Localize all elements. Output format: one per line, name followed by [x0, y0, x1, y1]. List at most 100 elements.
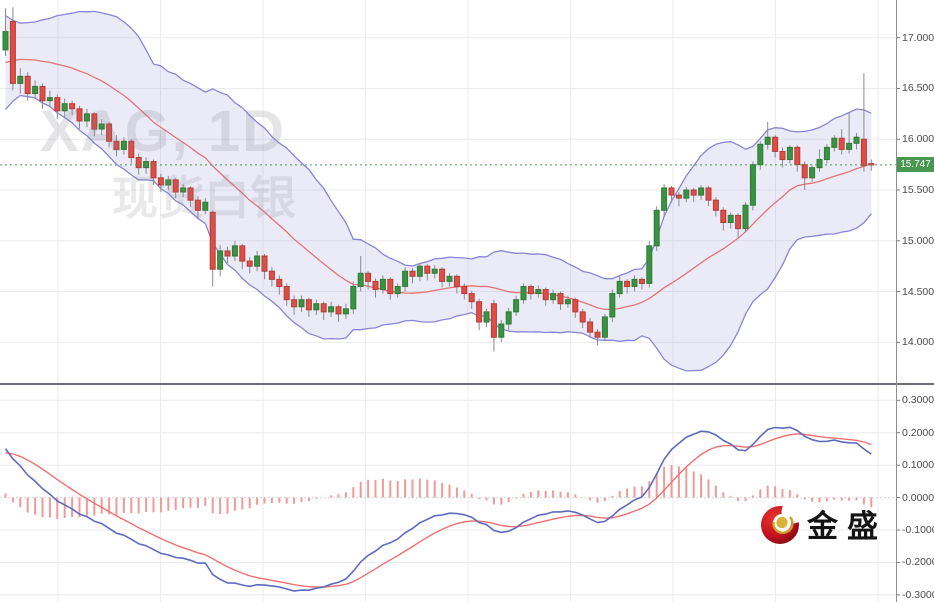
- candle-up: [809, 167, 816, 179]
- candle-down: [187, 187, 194, 201]
- macd-line: [4, 426, 872, 592]
- candle-down: [409, 270, 416, 277]
- candle-down: [276, 278, 283, 287]
- candle-up: [357, 272, 364, 287]
- candle-down: [720, 209, 727, 224]
- macd-panel: [4, 426, 873, 592]
- candle-up: [661, 187, 668, 211]
- candle-up: [823, 146, 830, 161]
- macd-signal-line: [5, 433, 872, 588]
- candle-down: [461, 285, 468, 295]
- candle-down: [712, 199, 719, 211]
- price-axis-label: 16.500: [902, 82, 934, 95]
- candle-up: [564, 299, 571, 305]
- candle-up: [98, 123, 105, 130]
- last-price-badge: 15.747: [897, 157, 934, 172]
- candle-up: [313, 303, 320, 311]
- candle-down: [305, 299, 312, 311]
- candle-up: [498, 323, 505, 338]
- price-axis-label: 17.000: [902, 31, 934, 44]
- candle-up: [165, 179, 172, 186]
- candle-down: [128, 140, 135, 159]
- candle-down: [453, 275, 460, 287]
- candle-up: [431, 268, 438, 274]
- candle-down: [91, 113, 98, 130]
- candle-down: [172, 179, 179, 193]
- candle-down: [439, 268, 446, 282]
- indicator-axis-label: -0.2000: [902, 556, 934, 569]
- candle-up: [46, 97, 53, 102]
- candle-down: [476, 301, 483, 323]
- brand-logo: 金盛: [760, 501, 887, 546]
- brand-logo-icon: [761, 502, 802, 544]
- candle-down: [69, 103, 76, 110]
- candle-up: [749, 164, 756, 206]
- candle-up: [616, 280, 623, 295]
- candle-up: [180, 187, 187, 193]
- candle-up: [342, 308, 349, 315]
- price-axis-label: 16.000: [902, 133, 934, 146]
- macd-histogram: [4, 465, 873, 520]
- candle-up: [17, 75, 24, 84]
- price-axis-border[interactable]: [896, 0, 897, 602]
- candle-up: [505, 311, 512, 325]
- bollinger-fill: [5, 11, 872, 371]
- indicator-axis-label: 0.2000: [902, 426, 934, 439]
- candle-down: [490, 303, 497, 338]
- brand-name: 金盛: [807, 509, 887, 544]
- candle-down: [54, 97, 61, 112]
- candle-up: [816, 159, 823, 169]
- candle-down: [268, 270, 275, 280]
- candle-down: [335, 306, 342, 315]
- candle-down: [572, 299, 579, 313]
- candle-down: [705, 187, 712, 201]
- candle-down: [838, 137, 845, 150]
- candle-down: [638, 278, 645, 284]
- indicator-axis-label: -0.3000: [902, 588, 934, 601]
- candle-up: [764, 136, 771, 145]
- candle-down: [194, 199, 201, 211]
- candle-up: [631, 278, 638, 287]
- candle-down: [365, 272, 372, 282]
- candle-down: [9, 20, 16, 84]
- candle-down: [261, 255, 268, 272]
- candle-down: [860, 138, 867, 167]
- candle-down: [668, 187, 675, 196]
- candle-down: [779, 150, 786, 161]
- candle-down: [291, 299, 298, 308]
- candle-down: [157, 177, 164, 186]
- candle-down: [542, 289, 549, 301]
- candle-down: [320, 303, 327, 313]
- candle-up: [483, 311, 490, 323]
- bollinger-upper-line: [5, 10, 872, 280]
- candle-up: [831, 137, 838, 148]
- candle-down: [150, 161, 157, 179]
- candle-down: [624, 280, 631, 287]
- price-axis-label: 14.000: [902, 336, 934, 349]
- indicator-axis-label: 0.3000: [902, 394, 934, 407]
- candle-down: [24, 75, 31, 95]
- panel-separator[interactable]: [0, 383, 934, 385]
- grid-lines: [0, 0, 896, 602]
- candle-down: [468, 293, 475, 303]
- bollinger-middle-line: [5, 58, 872, 311]
- candle-down: [209, 211, 216, 270]
- candle-up: [683, 189, 690, 199]
- candle-down: [106, 123, 113, 142]
- candle-up: [742, 204, 749, 230]
- price-axis-label: 14.500: [902, 285, 934, 298]
- candle-up: [786, 146, 793, 161]
- candle-up: [254, 255, 261, 267]
- candle-up: [727, 214, 734, 224]
- candle-up: [350, 285, 357, 310]
- bollinger-lower-line: [5, 94, 872, 372]
- candle-down: [579, 311, 586, 323]
- candle-up: [550, 293, 557, 301]
- candle-down: [239, 245, 246, 262]
- candle-up: [853, 136, 860, 144]
- candle-up: [416, 265, 423, 277]
- candle-up: [298, 299, 305, 308]
- candle-up: [217, 250, 224, 270]
